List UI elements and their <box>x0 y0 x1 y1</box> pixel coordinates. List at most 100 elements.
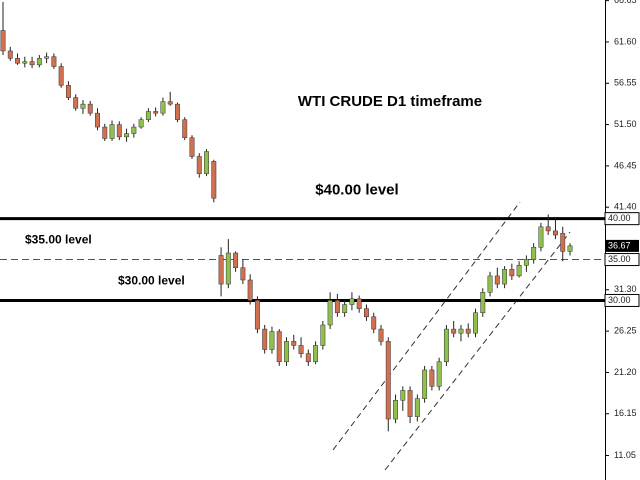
candle-body <box>342 304 348 313</box>
candle-body <box>567 245 573 252</box>
candle-body <box>458 328 464 334</box>
candle-body <box>138 119 144 128</box>
candle-body <box>269 331 275 350</box>
level-label-box <box>604 212 640 226</box>
candle-body <box>545 226 551 232</box>
candle-body <box>160 101 166 114</box>
candle-body <box>211 161 217 199</box>
candle-body <box>73 97 79 109</box>
candle-body <box>247 279 253 301</box>
candle-body <box>436 361 442 387</box>
candle-body <box>29 61 35 66</box>
candle-body <box>225 252 231 285</box>
candle-body <box>465 328 471 334</box>
candle-body <box>284 341 289 363</box>
level-label: 30.00 <box>608 295 631 305</box>
candle-body <box>393 399 398 420</box>
last-price-label: 36.67 <box>608 240 631 250</box>
candle-body <box>0 30 6 52</box>
level-annotation: $30.00 level <box>118 274 185 288</box>
candle-body <box>378 328 384 342</box>
channel-line <box>384 231 571 471</box>
candle-body <box>153 111 159 114</box>
y-tick-label: 46.45 <box>614 160 637 170</box>
y-tick-label: 61.60 <box>614 36 637 46</box>
candle-body <box>502 269 508 285</box>
candle-body <box>22 61 28 64</box>
candle-body <box>298 345 304 354</box>
candle-body <box>218 255 224 285</box>
candle-body <box>364 308 369 318</box>
candle-body <box>102 126 108 139</box>
candle-body <box>44 56 50 59</box>
candle-body <box>429 369 435 387</box>
candle-body <box>509 269 515 277</box>
candle-body <box>305 353 311 363</box>
y-tick-label: 41.40 <box>614 202 637 212</box>
candle-body <box>131 126 137 134</box>
candle-body <box>356 298 362 309</box>
candle-body <box>87 103 93 114</box>
y-tick-label: 56.55 <box>614 78 637 88</box>
candle-body <box>262 328 268 350</box>
candle-body <box>487 275 493 293</box>
candle-body <box>145 111 151 120</box>
y-tick-label: 11.05 <box>614 450 636 460</box>
candle-body <box>531 247 537 260</box>
y-tick-label: 31.30 <box>614 284 637 294</box>
candle-body <box>414 398 420 417</box>
channel-line <box>332 201 521 451</box>
candle-body <box>276 331 282 363</box>
level-label-box <box>604 293 640 307</box>
y-tick-label: 26.25 <box>614 325 637 335</box>
candle-body <box>15 58 20 64</box>
candle-body <box>204 151 209 174</box>
chart-title: WTI CRUDE D1 timeframe <box>298 93 482 110</box>
candle-body <box>116 124 122 138</box>
candle-body <box>95 112 100 128</box>
candle-body <box>109 124 115 139</box>
candle-body <box>36 58 42 66</box>
candle-body <box>553 230 558 236</box>
candle-body <box>254 300 260 330</box>
candle-body <box>371 316 377 330</box>
level-annotation: $40.00 level <box>315 182 398 199</box>
candle-body <box>240 267 246 281</box>
level-label: 35.00 <box>608 254 631 264</box>
candle-body <box>182 119 188 138</box>
candle-body <box>51 56 57 67</box>
candle-body <box>349 298 355 305</box>
candle-body <box>80 103 86 109</box>
candle-body <box>443 328 449 363</box>
candle-body <box>473 312 478 334</box>
candle-body <box>407 390 413 417</box>
candle-body <box>124 133 130 138</box>
candle-body <box>480 292 486 313</box>
y-tick-label: 51.50 <box>614 119 637 129</box>
candle-body <box>451 328 457 334</box>
candle-body <box>538 226 544 248</box>
level-annotation: $35.00 level <box>25 233 92 247</box>
y-tick-label: 66.65 <box>614 0 637 5</box>
candle-body <box>494 275 500 285</box>
candle-body <box>58 66 64 86</box>
candle-body <box>175 103 180 120</box>
candle-body <box>334 300 340 313</box>
level-label: 40.00 <box>608 213 631 223</box>
candle-body <box>189 137 195 157</box>
candle-body <box>523 259 529 266</box>
y-tick-label: 16.15 <box>614 408 637 418</box>
level-label-box <box>604 253 640 267</box>
candle-body <box>167 101 173 105</box>
candle-body <box>422 369 428 399</box>
y-tick-label: 21.20 <box>614 367 637 377</box>
candle-body <box>7 50 13 59</box>
candle-body <box>400 390 406 401</box>
candle-body <box>65 85 71 98</box>
candle-body <box>313 345 319 363</box>
candle-body <box>320 324 326 346</box>
candle-body <box>327 300 333 326</box>
